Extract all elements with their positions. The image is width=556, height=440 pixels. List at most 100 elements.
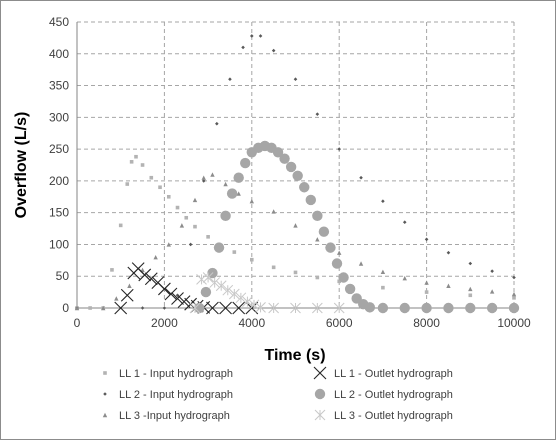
legend-marker	[102, 412, 108, 418]
data-point	[120, 288, 134, 302]
data-point	[248, 299, 260, 311]
data-point	[279, 153, 290, 164]
y-tick-label: 100	[49, 237, 69, 251]
data-point	[222, 284, 234, 296]
data-point	[508, 302, 520, 314]
data-point	[171, 292, 184, 305]
data-point	[292, 170, 303, 182]
data-point	[337, 279, 341, 284]
data-point	[114, 301, 128, 315]
series-1	[75, 154, 516, 310]
data-point	[312, 210, 323, 222]
data-point	[194, 302, 205, 314]
data-point	[512, 296, 516, 300]
data-point	[175, 205, 180, 210]
data-point	[140, 306, 145, 310]
legend-label: LL 3 -Input hydrograph	[119, 410, 230, 422]
series-6	[189, 272, 345, 314]
data-point	[88, 306, 92, 310]
data-point	[250, 34, 254, 38]
y-tick-label: 350	[49, 79, 69, 93]
legend-marker	[103, 392, 107, 396]
legend-item: LL 3 - Outlet hydrograph	[314, 409, 453, 422]
data-point	[149, 175, 154, 180]
legend-marker	[314, 409, 326, 421]
data-point	[179, 223, 185, 228]
data-point	[193, 224, 197, 229]
data-point	[258, 34, 263, 38]
data-point	[299, 182, 310, 193]
x-tick-label: 0	[74, 316, 81, 330]
legend-item: LL 3 -Input hydrograph	[102, 410, 230, 422]
data-point	[134, 154, 138, 159]
data-point	[337, 147, 341, 151]
data-point	[315, 237, 320, 242]
data-point	[201, 179, 206, 183]
data-point	[344, 283, 356, 295]
data-point	[424, 237, 429, 242]
data-point	[201, 175, 206, 180]
data-point	[129, 160, 134, 164]
data-point	[138, 268, 152, 282]
data-point	[236, 191, 241, 196]
data-point	[188, 242, 193, 247]
data-point	[377, 302, 389, 314]
data-point	[315, 112, 320, 116]
data-point	[223, 181, 228, 187]
series-3	[74, 172, 517, 311]
data-point	[381, 285, 385, 290]
y-tick-label: 400	[49, 47, 69, 61]
data-point	[399, 302, 410, 314]
data-point	[250, 257, 254, 262]
data-point	[158, 185, 162, 190]
series-4	[114, 262, 259, 315]
data-point	[402, 275, 407, 281]
x-tick-label: 6000	[326, 316, 353, 330]
data-point	[206, 235, 210, 239]
data-point	[468, 261, 473, 266]
data-point	[189, 302, 201, 314]
y-tick-label: 150	[49, 206, 69, 220]
data-point	[241, 45, 245, 50]
data-point	[232, 301, 246, 315]
data-point	[219, 301, 232, 315]
data-point	[272, 147, 284, 158]
data-point	[153, 254, 158, 260]
data-point	[213, 242, 225, 253]
data-point	[158, 282, 171, 296]
data-point	[359, 175, 363, 180]
data-point	[74, 305, 80, 311]
data-point	[215, 280, 227, 292]
y-axis-title: Overflow (L/s)	[13, 112, 30, 219]
x-tick-label: 8000	[413, 316, 440, 330]
series-5	[194, 140, 520, 314]
data-point	[446, 283, 451, 288]
tick-labels: 0 50 100 150 200 250 300 350 400 450 0 2000 4000 6000…	[49, 15, 531, 330]
data-point	[175, 293, 180, 298]
data-point	[228, 288, 240, 300]
data-point	[215, 121, 219, 126]
data-point	[164, 287, 178, 301]
data-point	[162, 306, 167, 310]
x-axis-title: Time (s)	[264, 347, 325, 364]
data-point	[271, 48, 276, 53]
data-point	[140, 163, 145, 167]
data-point	[271, 265, 276, 270]
data-point	[271, 209, 276, 214]
data-point	[381, 199, 385, 204]
gridlines	[76, 21, 515, 309]
data-point	[325, 242, 336, 253]
data-point	[490, 269, 494, 273]
data-point	[468, 293, 473, 298]
data-point	[486, 302, 498, 314]
legend-marker	[314, 388, 326, 400]
data-points	[74, 34, 520, 315]
data-point	[144, 272, 158, 286]
data-point	[177, 295, 191, 309]
data-point	[240, 157, 251, 169]
legend-marker	[313, 366, 327, 380]
y-tick-label: 300	[49, 110, 69, 124]
y-tick-label: 250	[49, 142, 69, 156]
data-point	[210, 172, 215, 177]
